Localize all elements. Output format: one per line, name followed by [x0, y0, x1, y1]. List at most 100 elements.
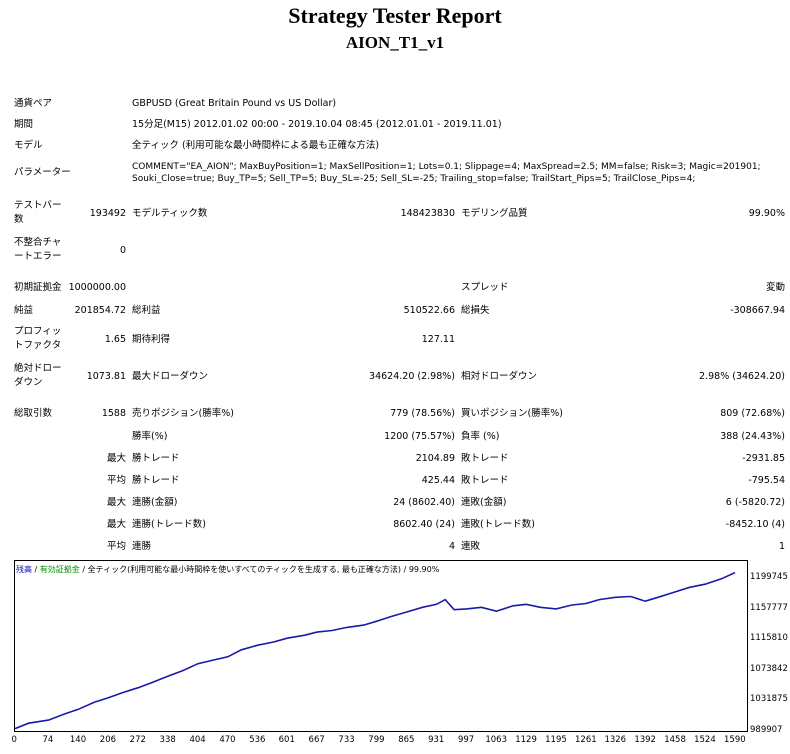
cons-profit-label: 連勝(トレード数): [132, 519, 206, 530]
x-tick-label: 1063: [485, 735, 507, 745]
avg-win-value: 425.44: [421, 475, 455, 486]
win-value: 1200 (75.57%): [384, 431, 455, 442]
balance-chart: [14, 560, 748, 732]
ticks-label: モデルティック数: [132, 208, 208, 219]
x-tick-label: 931: [428, 735, 445, 745]
x-tick-label: 1195: [545, 735, 567, 745]
x-tick-label: 404: [189, 735, 206, 745]
win-label: 勝率(%): [132, 431, 168, 442]
legend-equity: 有効証拠金: [39, 565, 80, 574]
rel-dd-value: 2.98% (34624.20): [699, 371, 785, 382]
avg-label-2: 平均: [106, 541, 126, 552]
mismatch-value: 0: [119, 245, 126, 256]
quality-label: モデリング品質: [461, 208, 528, 219]
x-tick-label: 1326: [604, 735, 627, 745]
long-label: 買いポジション(勝率%): [461, 408, 563, 419]
balance-line: [15, 571, 736, 730]
short-label: 売りポジション(勝率%): [132, 408, 234, 419]
expected-label: 期待利得: [132, 334, 171, 345]
deposit-value: 1000000.00: [68, 282, 126, 293]
y-tick-label: 1073842: [750, 663, 788, 674]
spread-label: スプレッド: [461, 282, 509, 293]
expected-value: 127.11: [421, 334, 455, 345]
x-tick-label: 1129: [515, 735, 537, 745]
avg-cons-losses-value: 1: [778, 541, 785, 552]
bars-label-1: テストバー: [14, 200, 62, 211]
avg-cons-wins-value: 4: [448, 541, 455, 552]
y-tick-label: 1157777: [750, 602, 788, 613]
gross-profit-value: 510522.66: [403, 305, 455, 316]
x-tick-label: 470: [219, 735, 236, 745]
cons-losses-label: 連敗(金額): [461, 497, 507, 508]
model-value: 全ティック (利用可能な最小時間枠による最も正確な方法): [132, 140, 380, 151]
param-label: パラメーター: [14, 167, 71, 178]
max-dd-value: 34624.20 (2.98%): [369, 371, 455, 382]
short-value: 779 (78.56%): [390, 408, 455, 419]
avg-cons-wins-label: 連勝: [132, 541, 152, 552]
loss-label: 負率 (%): [461, 431, 500, 442]
deposit-label: 初期証拠金: [14, 282, 62, 293]
abs-dd-label-2: ダウン: [14, 377, 43, 388]
x-tick-label: 74: [42, 735, 54, 745]
avg-loss-label: 敗トレード: [461, 475, 509, 486]
x-tick-label: 733: [338, 735, 355, 745]
max-dd-label: 最大ドローダウン: [132, 371, 209, 382]
avg-label-1: 平均: [106, 475, 126, 486]
x-tick-label: 140: [69, 735, 87, 745]
avg-cons-losses-label: 連敗: [461, 541, 481, 552]
pair-label: 通貨ペア: [14, 98, 53, 109]
chart-legend: 残高 / 有効証拠金 / 全ティック(利用可能な最小時間枠を使いすべてのティック…: [16, 565, 440, 574]
avg-win-label: 勝トレード: [132, 475, 180, 486]
bars-value: 193492: [89, 208, 126, 219]
pf-label-1: プロフィッ: [14, 326, 62, 337]
largest-loss-label: 敗トレード: [461, 453, 509, 464]
x-tick-label: 338: [159, 735, 176, 745]
y-tick-label: 989907: [750, 725, 783, 735]
x-tick-label: 865: [398, 735, 415, 745]
abs-dd-label-1: 絶対ドロー: [14, 363, 62, 374]
pf-label-2: トファクタ: [14, 340, 62, 351]
largest-win-label: 勝トレード: [132, 453, 180, 464]
report-subtitle: AION_T1_v1: [345, 33, 445, 52]
param-line-2: Souki_Close=true; Buy_TP=5; Sell_TP=5; B…: [132, 174, 696, 184]
x-tick-label: 272: [129, 735, 146, 745]
legend-quality: 99.90%: [408, 565, 440, 574]
x-tick-label: 997: [457, 735, 475, 745]
pair-value: GBPUSD (Great Britain Pound vs US Dollar…: [132, 98, 337, 109]
balance-chart-svg: [15, 571, 736, 730]
largest-win-value: 2104.89: [415, 453, 455, 464]
cons-loss-label: 連敗(トレード数): [461, 519, 535, 530]
long-value: 809 (72.68%): [720, 408, 785, 419]
bars-label-2: 数: [14, 214, 24, 225]
y-tick-label: 1199745: [750, 572, 788, 582]
gross-profit-label: 総利益: [132, 305, 161, 316]
report-title: Strategy Tester Report: [288, 3, 502, 28]
x-tick-label: 0: [11, 735, 17, 745]
legend-balance: 残高: [16, 565, 32, 574]
x-tick-label: 1392: [634, 735, 656, 745]
net-label: 純益: [14, 305, 34, 316]
x-tick-label: 1524: [694, 735, 716, 745]
rel-dd-label: 相対ドローダウン: [461, 371, 538, 382]
x-tick-label: 1458: [664, 735, 686, 745]
y-tick-label: 1031875: [750, 694, 788, 705]
trades-value: 1588: [101, 408, 126, 419]
cons-profit-value: 8602.40 (24): [393, 519, 455, 530]
abs-dd-value: 1073.81: [86, 371, 126, 382]
max-label-3: 最大: [106, 519, 126, 530]
period-label: 期間: [14, 119, 34, 130]
y-tick-label: 1115810: [750, 633, 788, 644]
quality-value: 99.90%: [748, 208, 785, 219]
x-tick-label: 1261: [575, 735, 597, 745]
period-value: 15分足(M15) 2012.01.02 00:00 - 2019.10.04 …: [132, 119, 502, 130]
x-tick-label: 799: [368, 735, 385, 745]
x-tick-label: 667: [308, 735, 325, 745]
max-label-1: 最大: [106, 453, 126, 464]
param-line-1: COMMENT="EA_AION"; MaxBuyPosition=1; Max…: [132, 162, 761, 172]
x-tick-label: 536: [249, 735, 266, 745]
cons-loss-value: -8452.10 (4): [725, 519, 785, 530]
x-tick-label: 601: [278, 735, 295, 745]
avg-loss-value: -795.54: [748, 475, 785, 486]
net-value: 201854.72: [74, 305, 126, 316]
model-label: モデル: [14, 140, 43, 151]
